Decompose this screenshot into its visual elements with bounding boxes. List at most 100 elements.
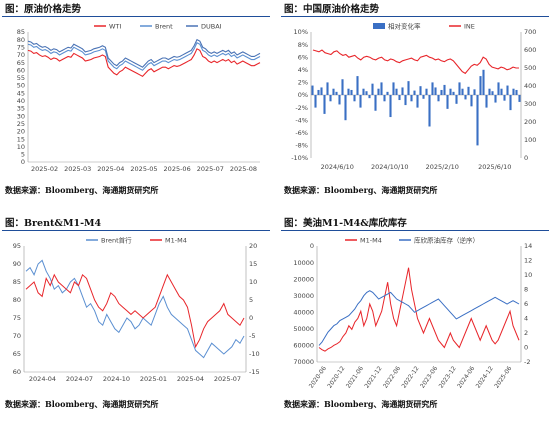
bar xyxy=(329,95,332,102)
y-tick-label: 4% xyxy=(298,66,308,74)
series-line-m1m4 xyxy=(318,267,520,352)
y-tick-label: 10 xyxy=(17,143,25,151)
bar xyxy=(488,88,491,95)
panel-crude-oil-prices: 图：原油价格走势 0 5 10 15 20 25 30 35 40 45 50 55 60 65 70 75 8… xyxy=(2,0,272,205)
bar xyxy=(437,95,440,102)
bar xyxy=(401,87,404,95)
x-tick-label: 2020-06 xyxy=(308,365,328,390)
bar xyxy=(440,89,443,95)
bar xyxy=(383,95,386,102)
y-tick-label: -8% xyxy=(295,142,308,150)
bar xyxy=(350,89,353,95)
bar xyxy=(455,95,458,104)
y-tick-label: 14 xyxy=(524,242,532,250)
legend-label: M1-M4 xyxy=(360,237,382,245)
bar xyxy=(467,86,470,95)
y-tick-label: 25 xyxy=(17,120,25,128)
y-tick-label: 30000 xyxy=(293,292,314,300)
bar xyxy=(464,95,467,100)
bar xyxy=(419,86,422,95)
bar xyxy=(353,95,356,102)
source-note: 数据来源：Bloomberg、海通期货研究所 xyxy=(5,399,159,409)
y-tick-label: 200 xyxy=(524,118,536,126)
y-tick-label: 70000 xyxy=(293,358,314,366)
y-tick-label: 20 xyxy=(17,128,25,136)
x-tick-label: 2025-04 xyxy=(97,165,124,173)
bar xyxy=(443,84,446,95)
y-tick-label: 10% xyxy=(294,28,308,36)
y-tick-label: -2% xyxy=(295,104,308,112)
bar xyxy=(365,91,368,95)
bar xyxy=(323,95,326,114)
bar xyxy=(389,95,392,118)
bar xyxy=(356,76,359,95)
bar xyxy=(506,85,509,95)
legend-label: DUBAI xyxy=(201,23,222,31)
x-tick-label: 2023-12 xyxy=(438,365,458,390)
legend-label: 库欣原油库存（逆序） xyxy=(414,236,479,245)
x-tick-label: 2024-04 xyxy=(29,375,56,383)
series-line-ine xyxy=(312,49,519,75)
y-tick-label: 90 xyxy=(13,260,21,268)
panel-header: 图：中国原油价格走势 xyxy=(281,0,549,17)
bar xyxy=(473,89,476,95)
bar xyxy=(332,88,335,95)
y-tick-label: 6 xyxy=(524,300,528,308)
x-tick-label: 2025-07 xyxy=(214,375,241,383)
bar xyxy=(377,88,380,95)
y-tick-label: 15 xyxy=(249,260,257,268)
x-tick-label: 2024-07 xyxy=(66,375,93,383)
y-tick-label: -10% xyxy=(291,154,308,162)
legend-label: WTI xyxy=(109,23,121,31)
bar xyxy=(446,95,449,109)
bar xyxy=(434,87,437,95)
bar xyxy=(404,95,407,106)
bar xyxy=(458,82,461,95)
y-tick-label: 500 xyxy=(524,64,536,72)
panel-title: 图：中国原油价格走势 xyxy=(284,4,380,15)
y-tick-label: 100 xyxy=(524,136,536,144)
y-tick-label: 80 xyxy=(17,36,25,44)
y-tick-label: 0 xyxy=(249,314,253,322)
legend-label: INE xyxy=(464,23,475,31)
bar xyxy=(494,95,497,103)
y-tick-label: 0 xyxy=(524,154,528,162)
y-tick-label: 70 xyxy=(13,332,21,340)
y-tick-label: 2 xyxy=(524,329,528,337)
bar xyxy=(311,85,314,95)
bar xyxy=(395,88,398,95)
y-tick-label: 2% xyxy=(298,79,308,87)
y-tick-label: 0 xyxy=(21,158,25,166)
bar xyxy=(317,89,320,95)
bar xyxy=(503,95,506,101)
y-tick-label: -5 xyxy=(249,332,255,340)
bar xyxy=(347,88,350,95)
series-line-dubai xyxy=(27,38,261,68)
y-tick-label: 65 xyxy=(13,350,21,358)
panel-header: 图：美油M1-M4&库欣库存 xyxy=(281,214,549,231)
bar xyxy=(497,82,500,95)
x-tick-label: 2025-06 xyxy=(164,165,191,173)
series-line-brent xyxy=(27,41,261,71)
y-tick-label: 75 xyxy=(13,314,21,322)
bar xyxy=(380,82,383,95)
series-line-cushing xyxy=(318,290,520,346)
series-line-brent xyxy=(25,259,245,359)
y-tick-label: 10 xyxy=(249,278,257,286)
y-tick-label: 600 xyxy=(524,46,536,54)
y-tick-label: -2 xyxy=(524,358,530,366)
y-tick-label: 95 xyxy=(13,242,21,250)
source-note: 数据来源：Bloomberg、海通期货研究所 xyxy=(284,185,438,195)
y-tick-label: 50 xyxy=(17,82,25,90)
bar xyxy=(500,88,503,95)
panel-header: 图：Brent&M1-M4 xyxy=(2,214,270,231)
bar xyxy=(515,89,518,95)
x-tick-label: 2025-04 xyxy=(177,375,204,383)
series-line-m1m4 xyxy=(25,273,245,349)
bar xyxy=(374,95,377,111)
bar xyxy=(386,91,389,95)
x-tick-label: 2025-05 xyxy=(130,165,157,173)
bar xyxy=(344,95,347,121)
bar xyxy=(425,88,428,95)
panel-brent-m1m4: 图：Brent&M1-M4 60 65 70 75 80 85 90 95 -15 -10 -5 0 5… xyxy=(2,214,272,419)
